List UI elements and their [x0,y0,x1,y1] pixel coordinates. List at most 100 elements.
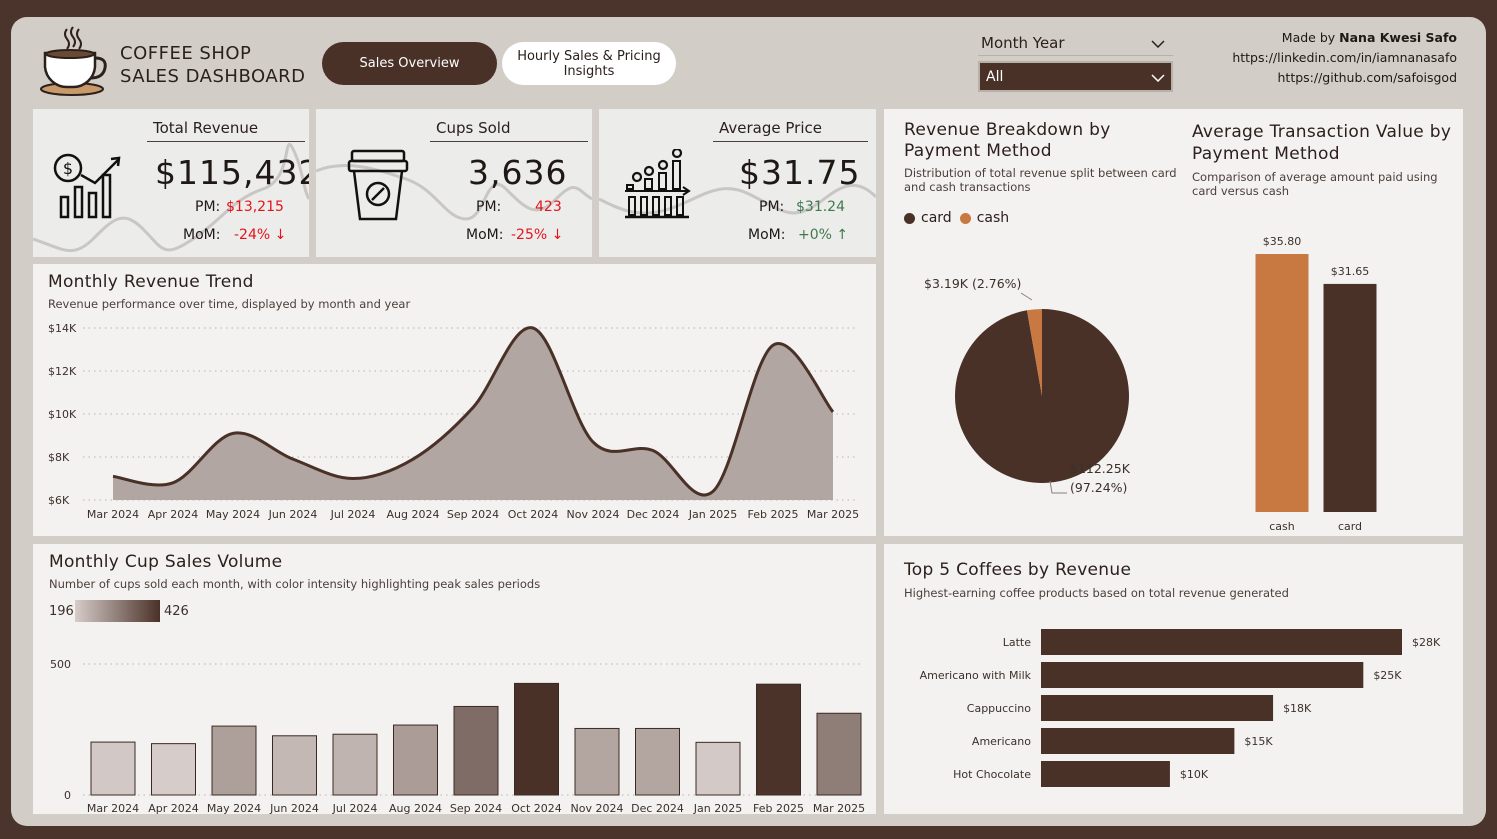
kpi-pm-value: $13,215 [226,199,284,215]
revenue-area-chart[interactable]: $6K $8K $10K $12K $14K Mar 2024 Apr 2024 May 20… [33,264,876,536]
x-tick-label: card [1338,520,1362,533]
revenue-area-fill [113,327,833,500]
coffee-bar [1041,761,1170,787]
x-tick-label: Apr 2024 [148,802,199,814]
x-tick-label: Dec 2024 [631,802,684,814]
kpi-mom-number: -24% [234,227,271,243]
github-link[interactable]: https://github.com/safoisgod [1277,70,1458,85]
coffee-label: Latte [1003,636,1031,649]
y-tick-label: $6K [48,494,70,507]
arrow-up-icon: ↑ [836,227,849,243]
title-line-1: COFFEE SHOP [120,43,252,64]
data-label: $10K [1180,768,1209,781]
cups-bar-chart[interactable]: 0 500 Mar 2024 Apr 2024 May 2024 Jun 2024 Jul … [33,544,876,814]
pie-leader-cash [1020,292,1033,301]
tab-label: Sales Overview [359,56,460,71]
month-year-filter[interactable]: Month Year All [978,30,1173,92]
tab-hourly-sales-pricing[interactable]: Hourly Sales & Pricing Insights [502,42,676,85]
title-line-2: SALES DASHBOARD [120,66,306,87]
x-tick-label: Mar 2025 [807,508,859,521]
filter-label: Month Year [981,33,1065,52]
kpi-pm-value: $31.24 [796,199,845,215]
x-tick-label: Apr 2024 [148,508,199,521]
cups-bar [514,682,559,796]
chart-subtitle: Number of cups sold each month, with col… [49,577,541,591]
bar-chart-people-icon [623,147,697,227]
payment-pie-chart[interactable] [884,109,1184,536]
cups-bar [635,727,680,796]
cups-bar [332,733,378,796]
x-tick-label: Nov 2024 [571,802,624,814]
legend-dot-card [904,212,915,224]
y-tick-label: 0 [64,789,71,802]
author-name: Nana Kwesi Safo [1339,30,1457,45]
top-coffees-bar-chart[interactable]: Latte $28K Americano with Milk $25K Cappucci… [884,544,1463,814]
kpi-pm-value: 423 [535,199,562,215]
y-tick-label: $12K [48,365,77,378]
chart-subtitle: Highest-earning coffee products based on… [904,586,1289,600]
kpi-mom-number: -25% [511,227,548,243]
y-tick-label: 500 [50,658,71,671]
coffee-label: Hot Chocolate [953,768,1031,781]
x-tick-label: Sep 2024 [450,802,502,814]
chart-title: Average Transaction Value by Payment Met… [1192,122,1452,164]
chevron-down-icon[interactable] [1151,33,1165,52]
kpi-mom-label: MoM: [466,227,504,243]
monthly-revenue-trend-card: Monthly Revenue Trend Revenue performanc… [33,264,876,536]
coffee-bar [1041,728,1235,754]
x-tick-label: Oct 2024 [511,802,562,814]
pie-legend: card cash [904,210,1009,226]
sparkline-decoration [33,142,309,253]
x-tick-label: Jun 2024 [269,802,319,814]
x-tick-label: Aug 2024 [389,802,442,814]
data-label: $18K [1283,702,1312,715]
pie-label-card-pct: (97.24%) [1070,480,1128,495]
kpi-title: Average Price [713,119,868,142]
kpi-mom-label: MoM: [183,227,221,243]
cups-bar [574,727,620,796]
chart-title: Revenue Breakdown by Payment Method [904,120,1111,161]
x-tick-label: May 2024 [206,508,260,521]
tab-label: Hourly Sales & Pricing Insights [517,48,661,79]
x-tick-label: Sep 2024 [447,508,499,521]
legend-label-card: card [921,210,952,226]
arrow-down-icon: ↓ [274,227,287,243]
x-tick-label: Nov 2024 [567,508,620,521]
x-tick-label: Oct 2024 [508,508,559,521]
kpi-card-average-price: Average Price $31.75 PM: $31.24 MoM: +0%… [599,109,876,257]
arrow-down-icon: ↓ [551,227,564,243]
y-tick-label: $10K [48,408,77,421]
dashboard-canvas: COFFEE SHOP SALES DASHBOARD Sales Overvi… [11,17,1486,826]
cups-bar [816,712,862,796]
legend-min: 196 [49,603,74,619]
monthly-cup-sales-card: Monthly Cup Sales Volume Number of cups … [33,544,876,814]
coffee-bar [1041,662,1364,688]
cups-bar [90,741,136,796]
data-label: $15K [1244,735,1273,748]
cups-bar [393,724,438,796]
cups-bar [211,725,257,796]
kpi-pm-label: PM: [759,199,785,215]
filter-dropdown[interactable]: All [978,61,1173,92]
kpi-value: 3,636 [468,153,568,192]
avg-transaction-bar-chart[interactable]: $35.80 cash $31.65 card [884,109,1463,536]
gradient-bar [75,600,160,622]
coffee-cup-icon [346,149,410,227]
color-scale-legend: 196 426 [49,600,189,622]
kpi-mom-value: -25% ↓ [511,227,563,243]
pie-label-card-value: $112.25K [1070,461,1130,476]
chart-title: Monthly Cup Sales Volume [49,552,283,572]
x-tick-label: Jul 2024 [332,802,378,814]
chart-title: Monthly Revenue Trend [48,272,254,292]
linkedin-link[interactable]: https://linkedin.com/in/iamnanasafo [1232,50,1457,65]
tab-sales-overview[interactable]: Sales Overview [322,42,497,85]
data-label: $28K [1412,636,1441,649]
kpi-card-total-revenue: $ Total Revenue $115,432 PM: $13,215 MoM… [33,109,309,257]
kpi-title: Total Revenue [147,119,305,142]
cups-bar [756,683,801,796]
data-label: $35.80 [1263,235,1302,248]
x-tick-label: Aug 2024 [387,508,440,521]
revenue-line [112,326,835,497]
top-coffees-card: Top 5 Coffees by Revenue Highest-earning… [884,544,1463,814]
x-tick-label: May 2024 [207,802,261,814]
